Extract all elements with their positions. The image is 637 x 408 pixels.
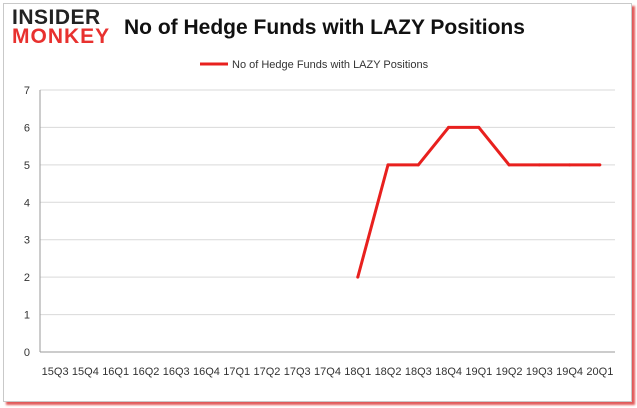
- data-point: [537, 163, 541, 167]
- insider-monkey-logo: INSIDER MONKEY: [12, 6, 111, 48]
- data-point: [507, 163, 511, 167]
- data-point: [568, 163, 572, 167]
- x-tick-label: 19Q3: [526, 366, 553, 378]
- x-tick-label: 20Q1: [586, 366, 613, 378]
- logo-line-insider: INSIDER: [12, 6, 101, 29]
- y-tick-label: 0: [24, 347, 30, 359]
- gridlines: [40, 89, 615, 316]
- x-tick-label: 17Q2: [254, 366, 281, 378]
- x-tick-label: 19Q1: [465, 366, 492, 378]
- y-tick-label: 4: [24, 197, 30, 209]
- x-tick-label: 19Q2: [496, 366, 523, 378]
- x-tick-label: 18Q4: [435, 366, 462, 378]
- legend-label: No of Hedge Funds with LAZY Positions: [232, 59, 429, 71]
- axes: [39, 90, 615, 353]
- data-point: [447, 125, 451, 129]
- y-tick-label: 1: [24, 310, 30, 322]
- y-tick-label: 3: [24, 235, 30, 247]
- y-tick-label: 2: [24, 272, 30, 284]
- x-tick-label: 17Q1: [223, 366, 250, 378]
- data-point: [356, 275, 360, 279]
- legend: No of Hedge Funds with LAZY Positions: [200, 59, 429, 71]
- x-tick-label: 18Q1: [344, 366, 371, 378]
- data-point: [416, 163, 420, 167]
- chart-title: No of Hedge Funds with LAZY Positions: [124, 16, 525, 39]
- x-tick-label: 16Q2: [132, 366, 159, 378]
- x-tick-label: 15Q4: [72, 366, 99, 378]
- y-tick-label: 5: [24, 160, 30, 172]
- logo-line-monkey: MONKEY: [12, 25, 111, 48]
- data-point: [386, 163, 390, 167]
- data-point: [477, 125, 481, 129]
- x-tick-label: 18Q2: [375, 366, 402, 378]
- y-tick-label: 6: [24, 122, 30, 134]
- x-tick-label: 16Q1: [102, 366, 129, 378]
- x-tick-label: 15Q3: [42, 366, 69, 378]
- y-tick-labels: 0 1 2 3 4 5 6 7: [24, 85, 30, 359]
- x-tick-label: 16Q3: [163, 366, 190, 378]
- x-tick-label: 19Q4: [556, 366, 583, 378]
- x-tick-label: 18Q3: [405, 366, 432, 378]
- y-tick-label: 7: [24, 85, 30, 97]
- x-tick-label: 17Q3: [284, 366, 311, 378]
- data-point: [598, 163, 602, 167]
- x-tick-labels: 15Q3 15Q4 16Q1 16Q2 16Q3 16Q4 17Q1 17Q2 17Q3 17Q4…: [42, 366, 614, 378]
- x-tick-label: 16Q4: [193, 366, 220, 378]
- x-tick-label: 17Q4: [314, 366, 341, 378]
- series-lines: [356, 125, 602, 279]
